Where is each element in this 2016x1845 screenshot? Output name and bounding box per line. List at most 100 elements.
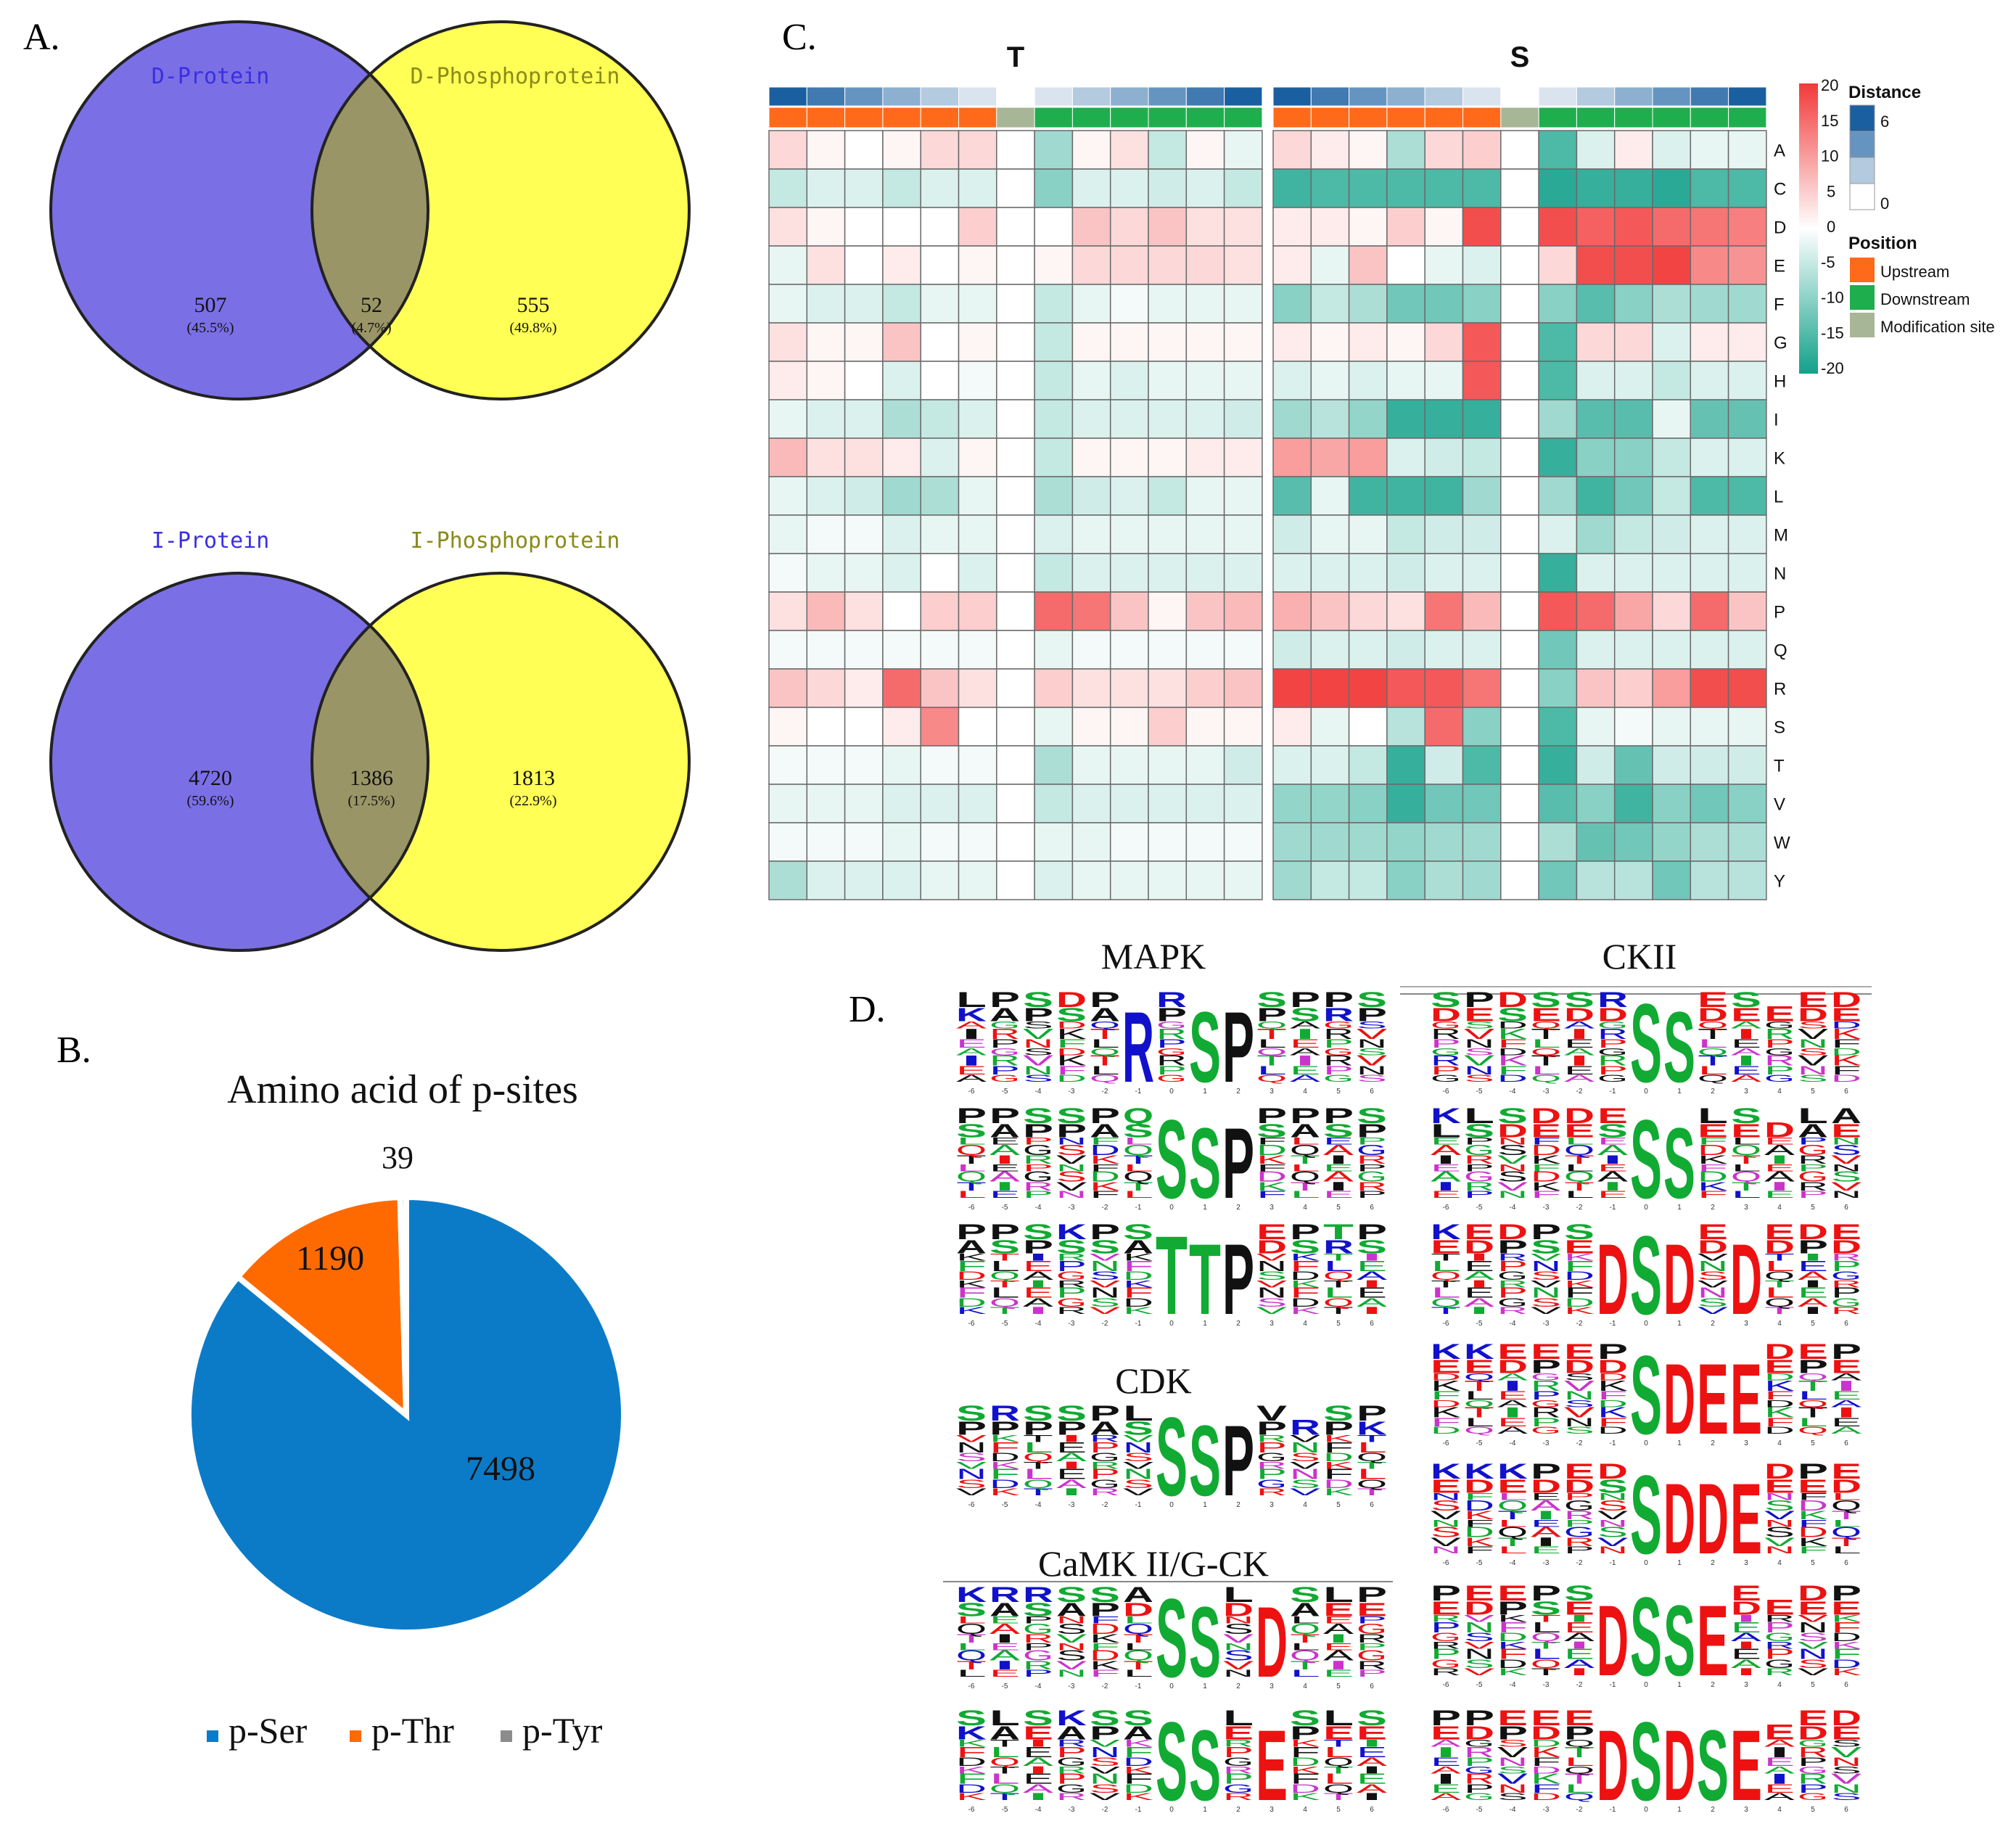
logo-letter: L: [990, 1772, 1020, 1788]
logo-letter: G: [1831, 1296, 1861, 1310]
logo-letter: G: [1156, 1019, 1187, 1031]
logo-letter: E: [1464, 1355, 1494, 1377]
logo-letter: E: [1464, 1286, 1494, 1302]
logo-letter: S: [1698, 1296, 1728, 1310]
logo-letter: K: [1497, 1460, 1529, 1484]
heatmap-cell: [1071, 168, 1111, 208]
logo-position-tick: 2: [1236, 1088, 1241, 1096]
heatmap-cell: [1576, 361, 1616, 400]
heatmap-cell: [1652, 168, 1692, 208]
heatmap-cell: [1071, 245, 1111, 285]
heatmap-cell: [1109, 437, 1149, 477]
heatmap-cell: [844, 476, 884, 516]
heatmap-cell: [768, 514, 808, 554]
heatmap-cell: [1462, 784, 1502, 823]
heatmap-cell: [1652, 553, 1692, 593]
venn-left-label: D-Protein: [152, 64, 270, 89]
heatmap-cell: [844, 130, 884, 170]
logo-letter: R: [1090, 1459, 1120, 1471]
logo-letter: E: [1357, 1598, 1387, 1620]
heatmap-cell: [1576, 284, 1616, 324]
logo-letter: E: [956, 1064, 987, 1077]
logo-letter: I: [1464, 1278, 1494, 1289]
logo-letter: N: [1123, 1440, 1153, 1456]
logo-letter: A: [1431, 1143, 1462, 1159]
logo-letter: P: [956, 1417, 987, 1439]
sequence-logo: VSNVSNVPS-6KDFKDFKPR-5TQLTQLTPS-4IAEIAEI…: [956, 1394, 1388, 1519]
heatmap-cell: [882, 707, 921, 747]
logo-letter: G: [1023, 1143, 1053, 1159]
logo-letter: S: [1123, 1119, 1153, 1141]
position-annotation-cell: [844, 107, 884, 128]
logo-letter: T: [1531, 1613, 1563, 1624]
heatmap-cell: [1538, 784, 1578, 823]
logo-letter: G: [1464, 1170, 1494, 1186]
heatmap-cell: [1185, 168, 1225, 208]
heatmap-cell: [806, 245, 846, 285]
heatmap-cell: [920, 707, 960, 747]
logo-letter: A: [1531, 1525, 1563, 1541]
heatmap-cell: [882, 476, 921, 516]
logo-letter: Q: [1531, 1019, 1561, 1031]
heatmap-cell: [1386, 707, 1425, 747]
heatmap-cell: [958, 784, 997, 823]
logo-letter: T: [956, 1153, 987, 1167]
logo-letter: P: [1357, 1003, 1387, 1025]
logo-letter: N: [1698, 1259, 1728, 1275]
logo-letter: P: [1090, 1467, 1120, 1483]
logo-letter: T: [1531, 1053, 1561, 1069]
logo-letter: G: [1431, 1630, 1461, 1644]
heatmap-cell: [1071, 361, 1111, 400]
distance-annotation-cell: [1034, 86, 1073, 107]
logo-letter: E: [1323, 1162, 1354, 1173]
logo-letter: P: [1056, 1772, 1087, 1788]
logo-letter: V: [1090, 1304, 1122, 1316]
logo-letter: S: [1023, 1598, 1053, 1620]
logo-letter: T: [990, 1252, 1021, 1263]
logo-letter: S: [1497, 1170, 1528, 1186]
heatmap-cell: [1272, 168, 1312, 208]
logo-letter: S: [1597, 1498, 1628, 1514]
logo-letter: E: [1831, 1415, 1861, 1429]
logo-letter: V: [1831, 1180, 1863, 1193]
heatmap-cell: [1727, 284, 1767, 324]
logo-letter: L: [1698, 1037, 1728, 1051]
logo-letter: P: [1357, 1188, 1387, 1200]
logo-letter: A: [990, 1622, 1021, 1638]
logo-letter: R: [1056, 1738, 1087, 1749]
logo-letter: P: [1023, 1135, 1053, 1147]
logo-letter: N: [1831, 1755, 1861, 1769]
heatmap-cell: [920, 322, 960, 362]
heatmap-cell: [1613, 745, 1653, 785]
logo-letter: I: [1357, 1738, 1387, 1749]
logo-letter: I: [1357, 1791, 1387, 1802]
heatmap-cell: [1185, 284, 1225, 324]
logo-letter: V: [1764, 1508, 1796, 1522]
logo-letter: R: [1056, 1764, 1087, 1775]
logo-letter: A: [1597, 1143, 1629, 1159]
logo-position-tick: 5: [1336, 1501, 1341, 1509]
logo-letter: N: [1056, 1640, 1087, 1652]
logo-letter: V: [1831, 1772, 1863, 1788]
logo-letter: E: [1798, 988, 1828, 1012]
logo-letter: L: [1564, 1162, 1595, 1173]
heatmap-row-label: C: [1774, 180, 1786, 200]
heatmap-cell: [844, 630, 884, 670]
heatmap-cell: [768, 784, 808, 823]
heatmap-cell: [768, 322, 808, 362]
logo-letter: V: [1531, 1278, 1563, 1289]
logo-letter: A: [1090, 1003, 1120, 1025]
logo-letter: S: [1431, 1498, 1461, 1514]
logo-letter: N: [1256, 1259, 1287, 1275]
logo-position-tick: -2: [1102, 1088, 1108, 1096]
heatmap-cell: [1462, 707, 1502, 747]
heatmap-cell: [1727, 476, 1767, 516]
heatmap-cell: [1034, 668, 1074, 708]
logo-letter: G: [990, 1019, 1020, 1031]
heatmap-cell: [1148, 245, 1188, 285]
heatmap-cell: [882, 284, 921, 324]
logo-letter: G: [1056, 1755, 1087, 1769]
logo-letter: F: [1090, 1667, 1120, 1679]
heatmap-cell: [1690, 361, 1729, 400]
logo-position-tick: 6: [1370, 1806, 1374, 1814]
